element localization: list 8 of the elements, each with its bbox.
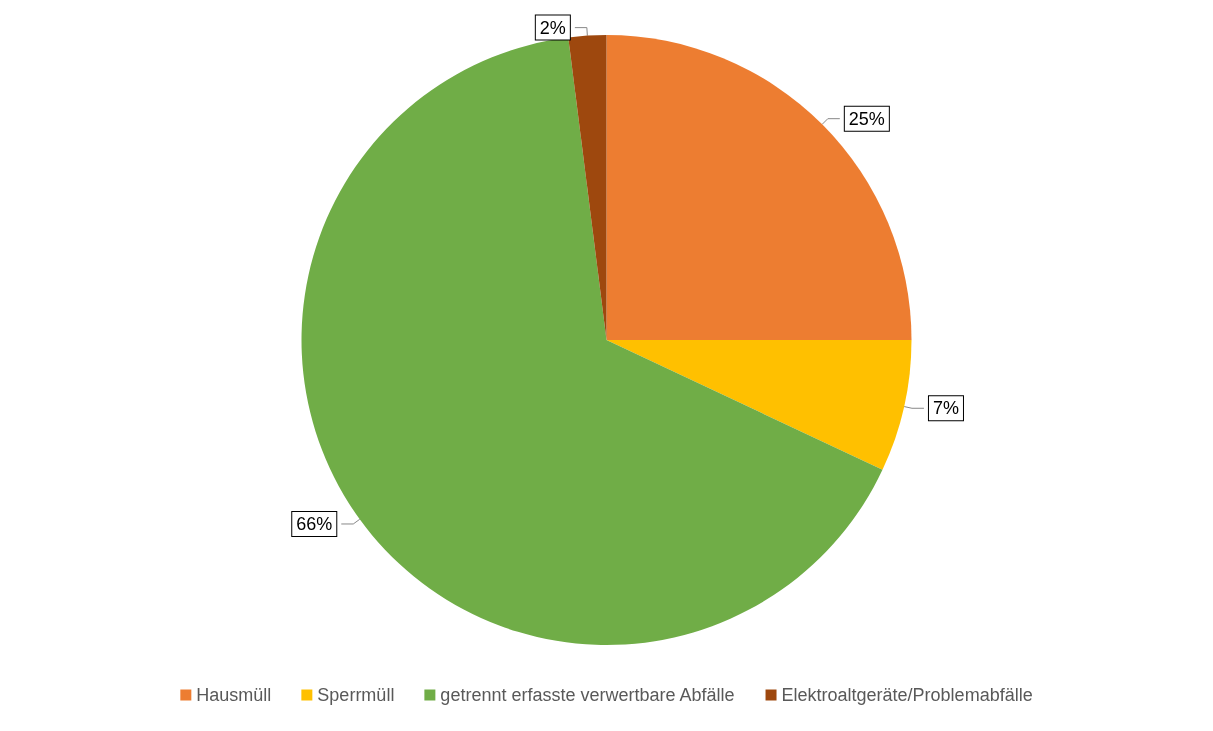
legend-label: Hausmüll — [196, 685, 272, 705]
legend-label: Elektroaltgeräte/Problemabfälle — [781, 685, 1033, 705]
data-label: 2% — [539, 17, 566, 38]
legend-label: Sperrmüll — [317, 685, 395, 705]
data-label: 25% — [848, 108, 885, 129]
data-label: 7% — [932, 398, 959, 419]
data-label: 66% — [296, 513, 333, 534]
legend-label: getrennt erfasste verwertbare Abfälle — [440, 685, 735, 705]
